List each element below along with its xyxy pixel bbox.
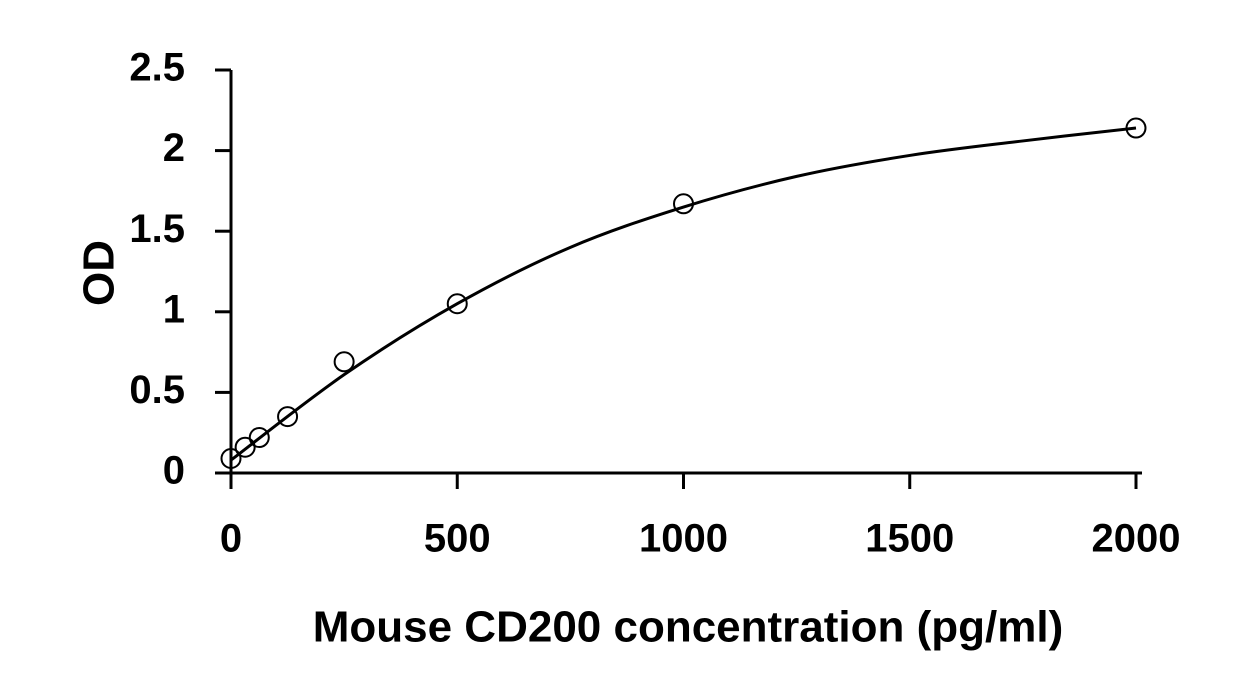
x-axis: 0 500 1000 1500 2000 [215, 471, 1181, 561]
data-point [333, 351, 355, 373]
x-tick-label: 0 [220, 517, 242, 561]
data-point [220, 447, 242, 469]
x-tick-label: 1000 [639, 517, 728, 561]
data-point [446, 293, 468, 315]
data-point [248, 427, 270, 449]
data-point [673, 193, 694, 215]
y-axis: 0 0.5 1 1.5 2 2.5 [129, 46, 233, 493]
y-tick-label: 2 [163, 126, 185, 170]
x-tick-label: 2000 [1092, 517, 1181, 561]
x-tick-label: 1500 [865, 517, 954, 561]
y-tick-label: 2.5 [129, 46, 185, 90]
x-axis-label: Mouse CD200 concentration (pg/ml) [313, 603, 1064, 652]
y-axis-label: OD [75, 240, 124, 306]
fit-curve-group [230, 126, 1137, 462]
fit-curve [230, 126, 1137, 462]
y-tick-label: 0 [163, 449, 185, 493]
data-points [220, 117, 1147, 469]
y-tick-label: 0.5 [129, 368, 185, 412]
x-tick-label: 500 [424, 517, 491, 561]
y-tick-label: 1.5 [129, 207, 185, 251]
data-point [277, 406, 299, 428]
y-tick-label: 1 [163, 287, 185, 331]
data-point [234, 436, 256, 458]
data-point [1125, 117, 1147, 139]
